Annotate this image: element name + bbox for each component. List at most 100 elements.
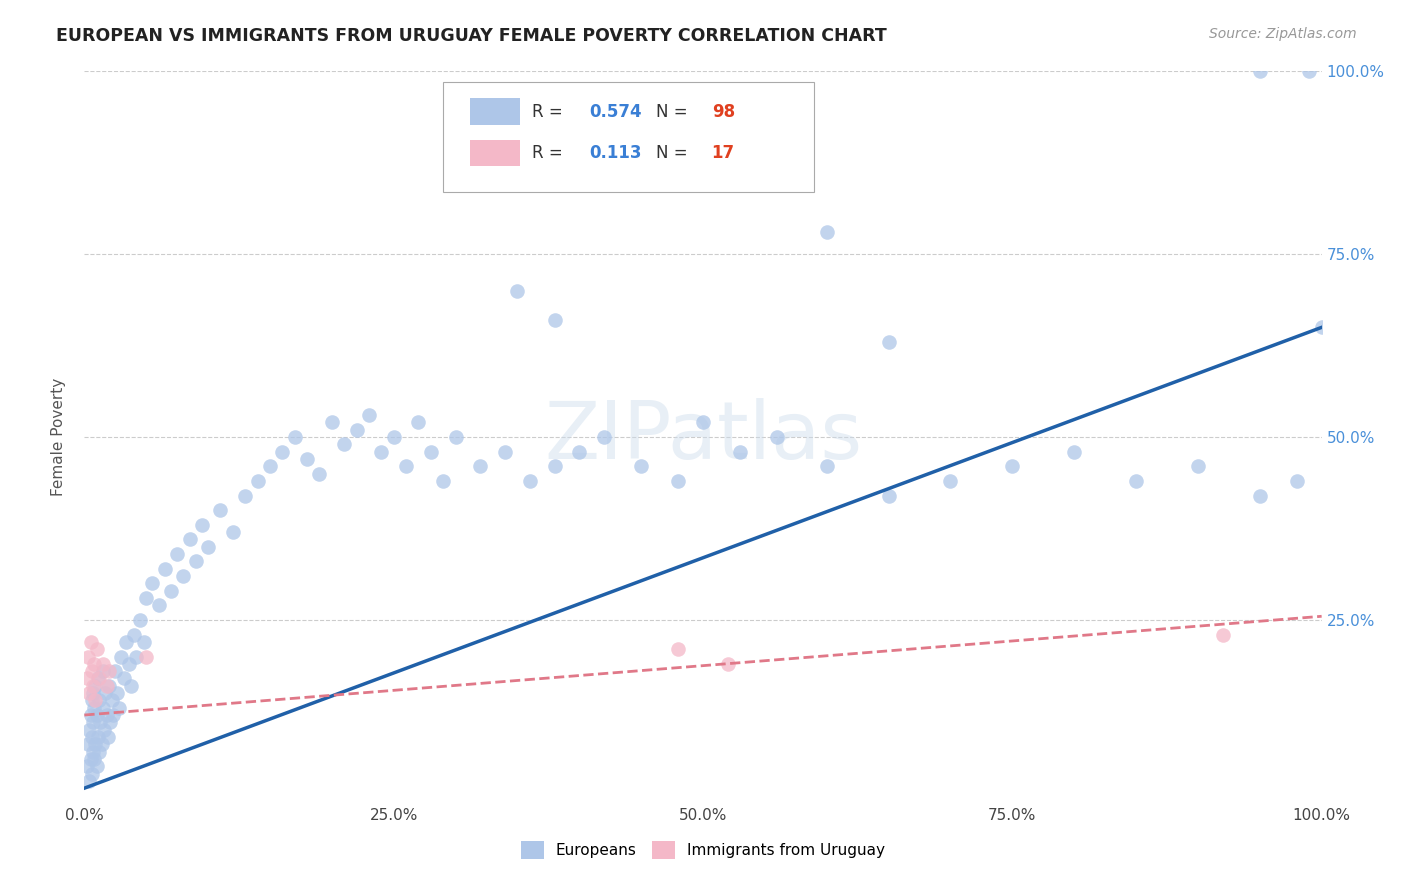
- Point: [86, 642, 108, 657]
- Point: [89, 693, 111, 707]
- Point: [382, 430, 405, 444]
- Point: [717, 657, 740, 671]
- Point: [89, 745, 111, 759]
- Point: [89, 672, 111, 686]
- Text: Source: ZipAtlas.com: Source: ZipAtlas.com: [1209, 27, 1357, 41]
- Point: [494, 444, 516, 458]
- Y-axis label: Female Poverty: Female Poverty: [51, 378, 66, 496]
- Point: [125, 649, 148, 664]
- Point: [1001, 459, 1024, 474]
- Point: [419, 444, 441, 458]
- Point: [432, 474, 454, 488]
- Text: N =: N =: [657, 145, 693, 162]
- Point: [98, 715, 121, 730]
- Point: [179, 533, 201, 547]
- Point: [84, 737, 107, 751]
- Point: [271, 444, 294, 458]
- FancyBboxPatch shape: [443, 82, 814, 192]
- Point: [568, 444, 591, 458]
- Point: [80, 664, 103, 678]
- Point: [79, 686, 101, 700]
- Point: [172, 569, 194, 583]
- Point: [82, 745, 104, 759]
- Point: [87, 672, 110, 686]
- Point: [593, 430, 616, 444]
- Point: [333, 437, 356, 451]
- Point: [692, 416, 714, 430]
- Point: [346, 423, 368, 437]
- Point: [96, 708, 118, 723]
- Point: [630, 459, 652, 474]
- Point: [135, 649, 157, 664]
- Point: [233, 489, 256, 503]
- Point: [83, 657, 105, 671]
- Point: [666, 474, 689, 488]
- Point: [470, 459, 492, 474]
- Point: [115, 635, 138, 649]
- Point: [89, 715, 111, 730]
- Point: [543, 313, 565, 327]
- Point: [82, 715, 104, 730]
- Point: [877, 489, 900, 503]
- Point: [91, 700, 114, 714]
- Point: [91, 657, 114, 671]
- Text: 0.574: 0.574: [589, 103, 641, 120]
- Point: [408, 416, 430, 430]
- Point: [76, 672, 98, 686]
- Point: [79, 708, 101, 723]
- Text: 98: 98: [711, 103, 735, 120]
- Point: [80, 693, 103, 707]
- Point: [197, 540, 219, 554]
- Text: 17: 17: [711, 145, 735, 162]
- Point: [91, 664, 114, 678]
- Point: [82, 679, 104, 693]
- Point: [166, 547, 188, 561]
- Point: [666, 642, 689, 657]
- Point: [321, 416, 343, 430]
- Point: [543, 459, 565, 474]
- Point: [84, 693, 107, 707]
- Text: N =: N =: [657, 103, 693, 120]
- Point: [191, 517, 214, 532]
- Point: [519, 474, 541, 488]
- Point: [100, 693, 122, 707]
- Point: [148, 599, 170, 613]
- Point: [160, 583, 183, 598]
- Point: [98, 679, 121, 693]
- Point: [135, 591, 157, 605]
- Point: [112, 672, 135, 686]
- Point: [76, 759, 98, 773]
- Point: [692, 160, 714, 174]
- Point: [1310, 320, 1333, 334]
- Point: [80, 766, 103, 780]
- Point: [153, 562, 176, 576]
- Point: [120, 679, 142, 693]
- Point: [79, 635, 101, 649]
- FancyBboxPatch shape: [471, 140, 520, 167]
- Point: [766, 430, 789, 444]
- Point: [370, 444, 392, 458]
- Point: [877, 334, 900, 349]
- Point: [93, 723, 115, 737]
- Point: [79, 773, 101, 788]
- Point: [141, 576, 163, 591]
- Point: [728, 444, 751, 458]
- Point: [506, 284, 529, 298]
- Point: [77, 649, 100, 664]
- Point: [79, 723, 101, 737]
- Point: [79, 752, 101, 766]
- Point: [82, 686, 104, 700]
- Point: [86, 759, 108, 773]
- Point: [94, 686, 117, 700]
- Point: [395, 459, 418, 474]
- Point: [308, 467, 330, 481]
- Point: [222, 525, 245, 540]
- Point: [815, 459, 838, 474]
- Point: [118, 657, 141, 671]
- Point: [246, 474, 269, 488]
- Point: [83, 700, 105, 714]
- Point: [444, 430, 467, 444]
- Point: [1063, 444, 1085, 458]
- Point: [939, 474, 962, 488]
- Point: [1298, 64, 1320, 78]
